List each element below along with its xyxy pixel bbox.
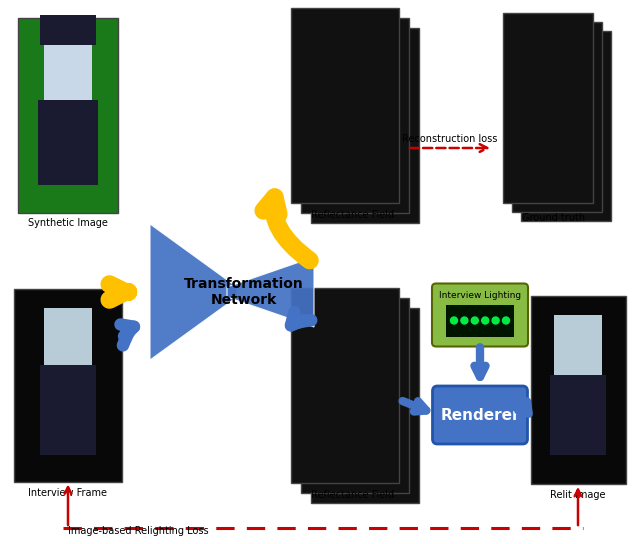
Bar [18,17,118,213]
Text: Reflectance Field: Reflectance Field [312,210,395,220]
Bar [44,308,92,370]
Bar [14,288,122,481]
Text: Interview Lighting: Interview Lighting [439,290,521,300]
Polygon shape [150,224,237,360]
Bar [550,375,606,455]
Bar [521,31,611,221]
Circle shape [461,317,468,324]
Bar [554,315,602,380]
Circle shape [451,317,458,324]
Text: Renderer: Renderer [440,407,520,423]
Bar [301,17,409,213]
Text: Transformation
Network: Transformation Network [184,277,304,307]
Bar [301,298,409,492]
Circle shape [492,317,499,324]
Circle shape [471,317,478,324]
Bar [40,365,96,455]
Bar [446,305,514,337]
Text: Ground truth: Ground truth [522,213,586,223]
Text: Image-based Relighting Loss: Image-based Relighting Loss [68,526,208,536]
Text: Reflectance Field: Reflectance Field [312,490,395,500]
Text: Interview Frame: Interview Frame [29,487,108,498]
FancyBboxPatch shape [433,386,527,444]
Text: Synthetic Image: Synthetic Image [28,219,108,228]
Bar [503,13,593,203]
Bar [291,287,399,483]
Bar [512,22,602,212]
FancyBboxPatch shape [432,283,528,347]
Bar [531,296,625,484]
Text: Relit Image: Relit Image [550,490,605,500]
Text: Reconstruction loss: Reconstruction loss [403,134,498,144]
Bar [44,40,92,105]
Circle shape [482,317,489,324]
Bar [291,8,399,202]
Circle shape [502,317,509,324]
Polygon shape [227,257,314,327]
Bar [38,100,98,185]
Bar [311,307,419,503]
Bar [311,28,419,222]
Bar [40,15,96,45]
